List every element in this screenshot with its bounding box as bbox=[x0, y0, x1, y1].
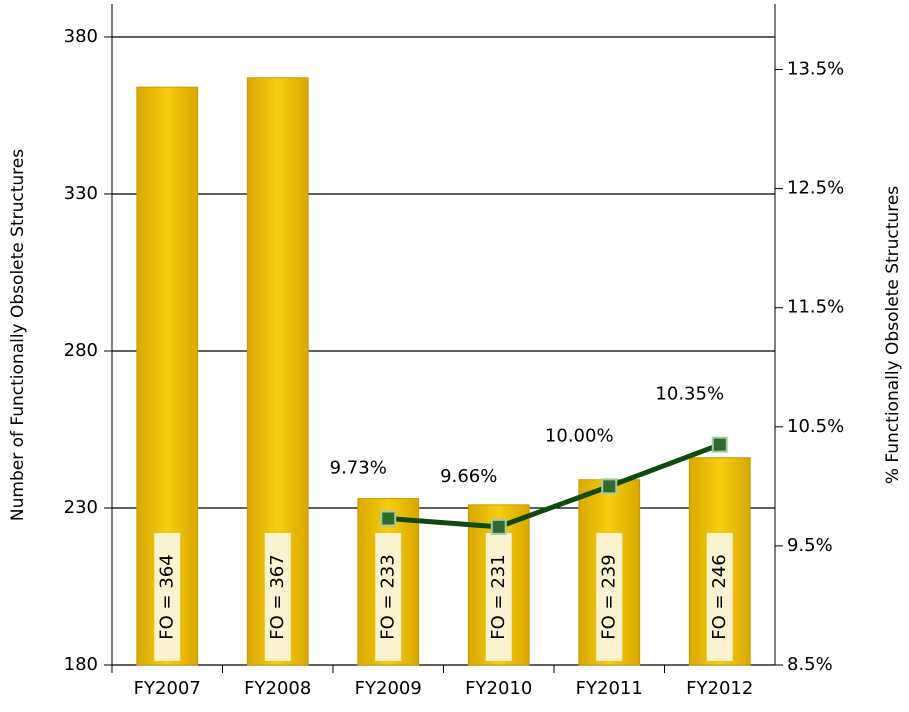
line-marker bbox=[380, 510, 397, 527]
y-tick-label: 380 bbox=[64, 26, 98, 47]
line-marker bbox=[711, 436, 728, 453]
line-value-label: 9.73% bbox=[330, 458, 387, 479]
x-tick-label: FY2007 bbox=[134, 678, 201, 699]
y2-tick-label: 13.5% bbox=[787, 59, 844, 80]
bar-label-bg bbox=[596, 533, 623, 661]
y-tick-label: 230 bbox=[64, 497, 98, 518]
bar-label-bg bbox=[706, 533, 733, 661]
bar-value-label: FO = 233 bbox=[377, 554, 398, 639]
x-tick-label: FY2010 bbox=[465, 678, 532, 699]
bar-label-bg bbox=[375, 533, 402, 661]
line-value-label: 9.66% bbox=[440, 466, 497, 487]
x-tick-label: FY2011 bbox=[576, 678, 643, 699]
bar-label-bg bbox=[154, 533, 181, 661]
bar bbox=[246, 77, 309, 666]
y-axis-title: Number of Functionally Obsolete Structur… bbox=[8, 149, 28, 521]
y2-tick-label: 9.5% bbox=[787, 535, 833, 556]
y-tick-label: 330 bbox=[64, 183, 98, 204]
bar-value-label: FO = 231 bbox=[488, 554, 509, 639]
y2-tick-label: 8.5% bbox=[787, 654, 833, 675]
bar-value-label: FO = 367 bbox=[267, 554, 288, 639]
x-tick-label: FY2012 bbox=[686, 678, 753, 699]
y2-tick-label: 10.5% bbox=[787, 416, 844, 437]
y2-tick-label: 12.5% bbox=[787, 178, 844, 199]
line-value-label: 10.35% bbox=[655, 384, 724, 405]
y-tick-label: 180 bbox=[64, 654, 98, 675]
line-marker bbox=[490, 518, 507, 535]
line-marker bbox=[601, 478, 618, 495]
x-tick-label: FY2008 bbox=[244, 678, 311, 699]
bar-value-label: FO = 239 bbox=[598, 554, 619, 639]
y2-tick-label: 11.5% bbox=[787, 297, 844, 318]
line-value-label: 10.00% bbox=[545, 425, 614, 446]
y2-axis-title: % Functionally Obsolete Structures bbox=[883, 186, 903, 484]
bar-label-bg bbox=[264, 533, 291, 661]
x-tick-label: FY2009 bbox=[355, 678, 422, 699]
bar-value-label: FO = 364 bbox=[156, 554, 177, 639]
bar-label-bg bbox=[485, 533, 512, 661]
line bbox=[388, 442, 721, 530]
y-tick-label: 280 bbox=[64, 340, 98, 361]
bar-value-label: FO = 246 bbox=[709, 554, 730, 639]
